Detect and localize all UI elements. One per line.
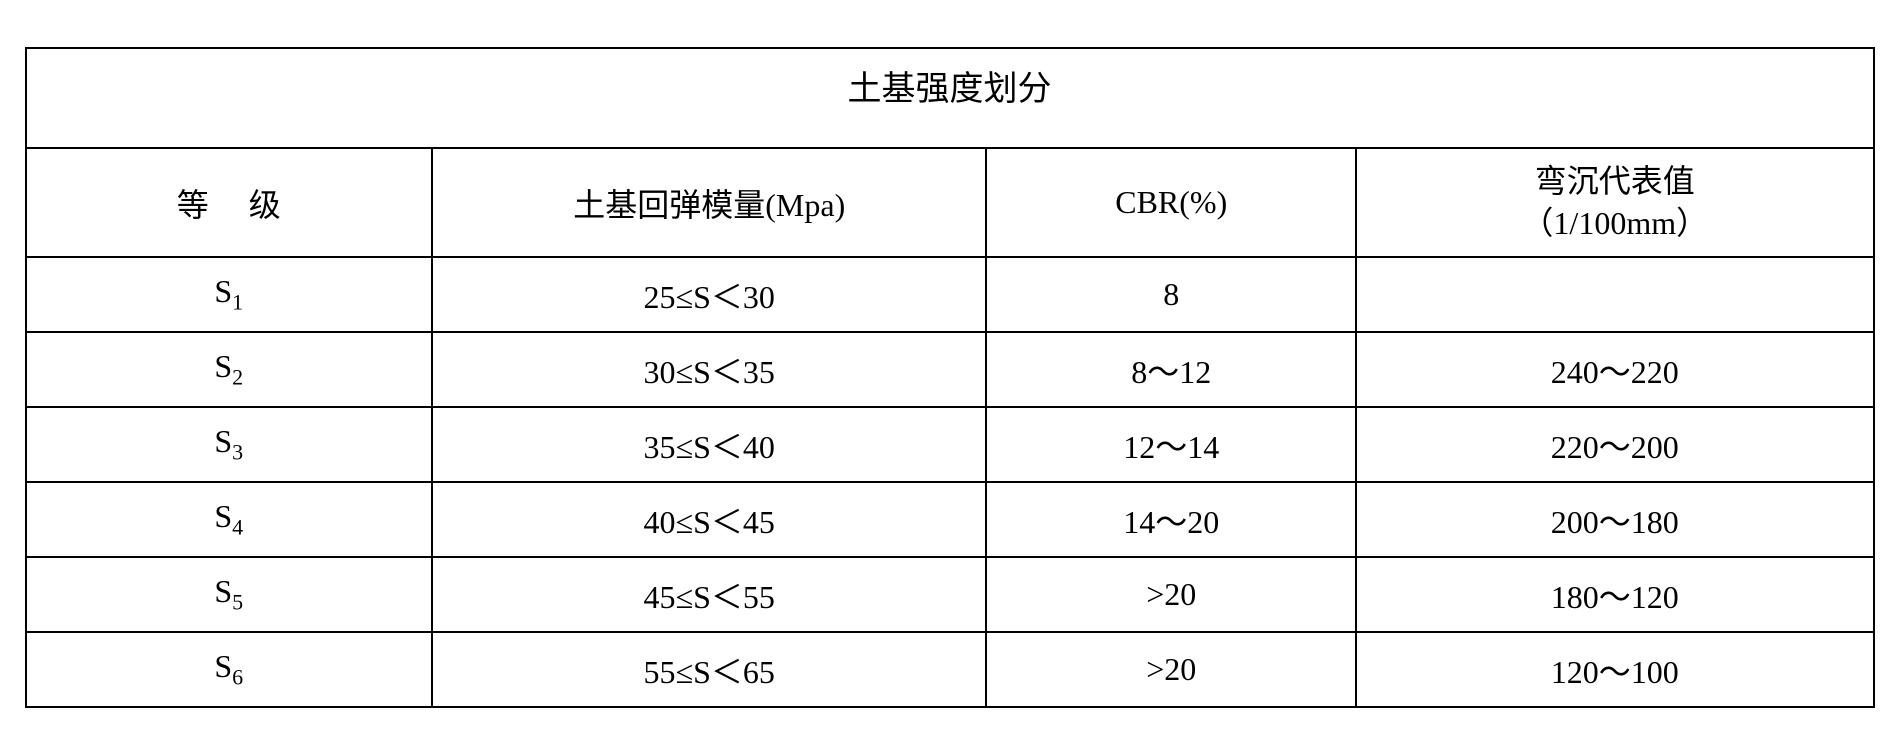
header-level: 等级 (26, 148, 433, 257)
cell-deflection: 120～100 (1356, 632, 1873, 707)
cell-modulus: 25≤S＜30 (432, 257, 986, 332)
cell-level: S2 (26, 332, 433, 407)
level-sub: 1 (232, 290, 243, 315)
level-base: S (214, 273, 232, 309)
level-sub: 4 (232, 515, 243, 540)
header-level-label: 等级 (137, 187, 321, 223)
cell-cbr: 8 (986, 257, 1356, 332)
cell-cbr: 12～14 (986, 407, 1356, 482)
level-sub: 6 (232, 665, 243, 690)
level-base: S (214, 423, 232, 459)
table-header-row: 等级 土基回弹模量(Mpa) CBR(%) 弯沉代表值 （1/100mm） (26, 148, 1874, 257)
cell-modulus: 40≤S＜45 (432, 482, 986, 557)
level-base: S (214, 498, 232, 534)
cell-deflection: 220～200 (1356, 407, 1873, 482)
header-deflection-line1: 弯沉代表值 (1535, 163, 1695, 199)
cell-deflection: 240～220 (1356, 332, 1873, 407)
header-modulus: 土基回弹模量(Mpa) (432, 148, 986, 257)
level-sub: 2 (232, 365, 243, 390)
cell-cbr: >20 (986, 632, 1356, 707)
table-row: S1 25≤S＜30 8 (26, 257, 1874, 332)
cell-level: S3 (26, 407, 433, 482)
cell-modulus: 55≤S＜65 (432, 632, 986, 707)
header-cbr: CBR(%) (986, 148, 1356, 257)
cell-modulus: 45≤S＜55 (432, 557, 986, 632)
level-sub: 3 (232, 440, 243, 465)
table-row: S6 55≤S＜65 >20 120～100 (26, 632, 1874, 707)
table-row: S4 40≤S＜45 14～20 200～180 (26, 482, 1874, 557)
table-container: 土基强度划分 等级 土基回弹模量(Mpa) CBR(%) 弯沉代表值 （1/10… (25, 47, 1875, 708)
cell-level: S5 (26, 557, 433, 632)
cell-level: S1 (26, 257, 433, 332)
table-row: S3 35≤S＜40 12～14 220～200 (26, 407, 1874, 482)
level-base: S (214, 348, 232, 384)
level-base: S (214, 648, 232, 684)
cell-deflection: 200～180 (1356, 482, 1873, 557)
cell-modulus: 30≤S＜35 (432, 332, 986, 407)
cell-modulus: 35≤S＜40 (432, 407, 986, 482)
level-base: S (214, 573, 232, 609)
header-deflection: 弯沉代表值 （1/100mm） (1356, 148, 1873, 257)
cell-deflection: 180～120 (1356, 557, 1873, 632)
cell-level: S6 (26, 632, 433, 707)
subgrade-strength-table: 土基强度划分 等级 土基回弹模量(Mpa) CBR(%) 弯沉代表值 （1/10… (25, 47, 1875, 708)
cell-deflection (1356, 257, 1873, 332)
table-title-row: 土基强度划分 (26, 48, 1874, 148)
cell-cbr: 14～20 (986, 482, 1356, 557)
table-row: S5 45≤S＜55 >20 180～120 (26, 557, 1874, 632)
cell-cbr: >20 (986, 557, 1356, 632)
level-sub: 5 (232, 590, 243, 615)
table-row: S2 30≤S＜35 8～12 240～220 (26, 332, 1874, 407)
cell-cbr: 8～12 (986, 332, 1356, 407)
header-deflection-line2: （1/100mm） (1521, 205, 1708, 241)
cell-level: S4 (26, 482, 433, 557)
table-title: 土基强度划分 (26, 48, 1874, 148)
